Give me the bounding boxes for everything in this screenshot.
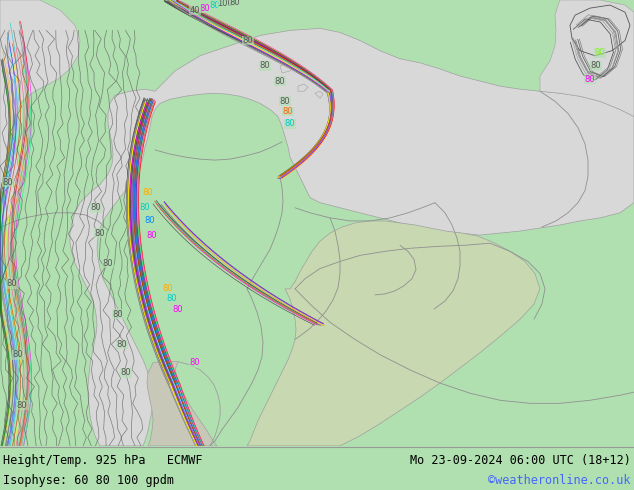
Text: 80: 80 bbox=[190, 358, 200, 368]
Text: 80: 80 bbox=[260, 61, 270, 71]
Text: 80: 80 bbox=[591, 61, 601, 71]
Text: 80: 80 bbox=[280, 97, 290, 106]
Text: 40: 40 bbox=[190, 5, 200, 15]
Text: 80: 80 bbox=[117, 340, 127, 349]
Text: 80: 80 bbox=[113, 310, 123, 318]
Text: 80: 80 bbox=[200, 3, 210, 13]
Text: 80: 80 bbox=[146, 231, 157, 240]
Polygon shape bbox=[570, 5, 630, 56]
Text: Height/Temp. 925 hPa   ECMWF: Height/Temp. 925 hPa ECMWF bbox=[3, 454, 203, 466]
Text: 80: 80 bbox=[16, 401, 27, 410]
Text: 90: 90 bbox=[595, 48, 605, 57]
Text: 80: 80 bbox=[145, 217, 155, 225]
Text: 80: 80 bbox=[139, 203, 150, 212]
Text: Mo 23-09-2024 06:00 UTC (18+12): Mo 23-09-2024 06:00 UTC (18+12) bbox=[410, 454, 631, 466]
Polygon shape bbox=[247, 221, 540, 446]
Text: 80: 80 bbox=[243, 36, 254, 45]
Text: Isophyse: 60 80 100 gpdm: Isophyse: 60 80 100 gpdm bbox=[3, 474, 174, 487]
Text: 80: 80 bbox=[13, 350, 23, 359]
Text: 80: 80 bbox=[103, 259, 113, 268]
Text: 80: 80 bbox=[172, 305, 183, 314]
Polygon shape bbox=[540, 0, 634, 117]
Text: 80: 80 bbox=[91, 203, 101, 212]
Polygon shape bbox=[315, 91, 323, 98]
Text: 80: 80 bbox=[275, 76, 285, 86]
Text: 80: 80 bbox=[283, 107, 294, 116]
Text: 80: 80 bbox=[210, 0, 220, 10]
Polygon shape bbox=[147, 361, 220, 446]
Text: 80: 80 bbox=[120, 368, 131, 377]
Text: 80: 80 bbox=[163, 284, 173, 294]
Text: 80: 80 bbox=[167, 294, 178, 303]
Text: 80: 80 bbox=[230, 0, 240, 6]
Text: 80: 80 bbox=[585, 74, 595, 84]
Polygon shape bbox=[280, 63, 295, 73]
Polygon shape bbox=[70, 28, 634, 446]
Text: 80: 80 bbox=[3, 178, 13, 187]
Text: 80: 80 bbox=[7, 279, 17, 288]
Text: 80: 80 bbox=[94, 228, 105, 238]
Text: 100: 100 bbox=[217, 0, 233, 7]
Text: 80: 80 bbox=[285, 119, 295, 128]
Polygon shape bbox=[175, 362, 220, 446]
Text: ©weatheronline.co.uk: ©weatheronline.co.uk bbox=[488, 474, 631, 487]
Text: 80: 80 bbox=[143, 188, 153, 197]
Polygon shape bbox=[298, 84, 308, 91]
Polygon shape bbox=[0, 0, 80, 231]
